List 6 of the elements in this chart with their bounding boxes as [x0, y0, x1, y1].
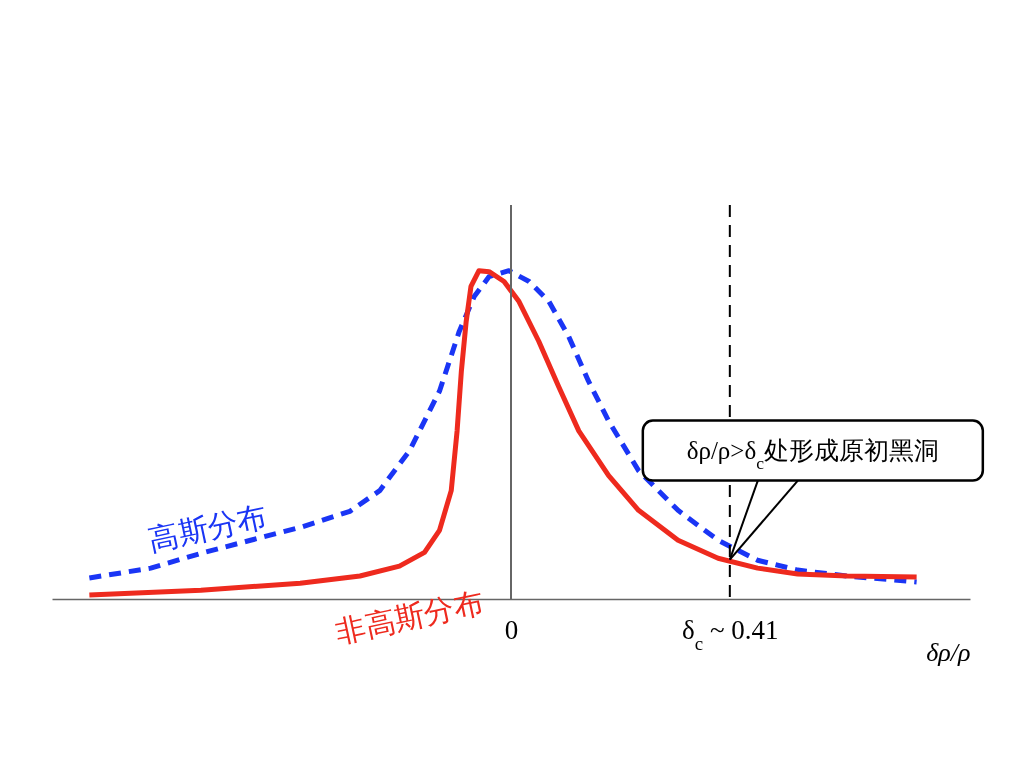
annotation: δρ/ρ>δ$_{c}$处形成原初黑洞 — [686, 436, 939, 473]
x-axis-title: δρ/ρ — [926, 637, 971, 667]
text: 非高斯分布 — [332, 585, 487, 649]
text: 高斯分布 — [145, 499, 270, 557]
x-tick-label: 0 — [504, 614, 519, 645]
x-tick-label: δ$_{c}$ ~ 0.41 — [682, 614, 779, 653]
